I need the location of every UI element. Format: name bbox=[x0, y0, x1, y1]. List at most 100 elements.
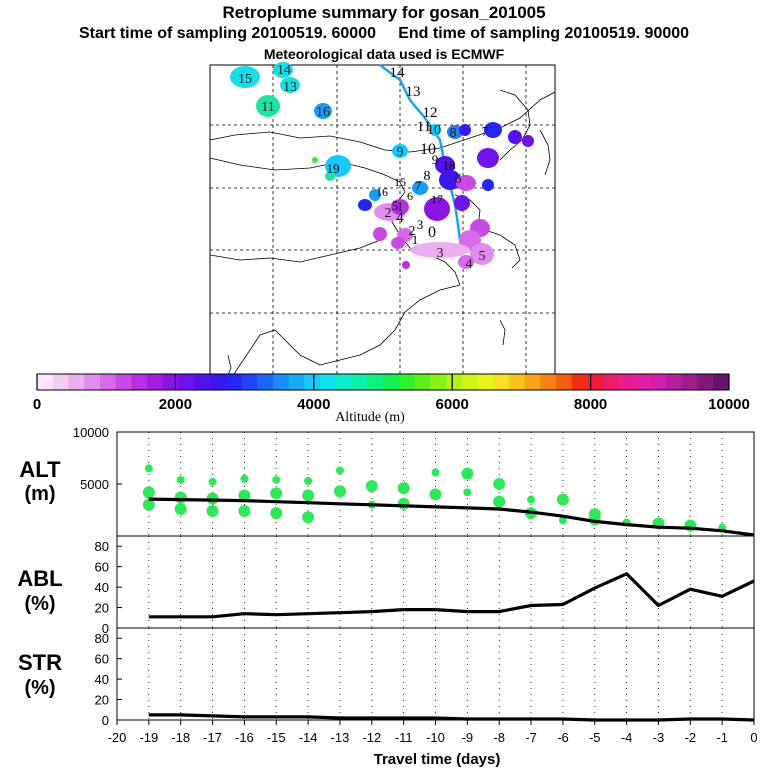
colorbar-cell bbox=[272, 374, 290, 390]
cluster-altitude-point bbox=[238, 489, 251, 502]
plume-cluster bbox=[429, 124, 441, 136]
plume-cluster bbox=[412, 181, 428, 195]
colorbar-cell bbox=[367, 374, 384, 390]
trajectory-day-label: 17 bbox=[431, 192, 443, 206]
cluster-number-label: 10 bbox=[427, 123, 441, 138]
cluster-altitude-point bbox=[493, 478, 506, 490]
trajectory-day-label: 7 bbox=[415, 178, 422, 193]
colorbar-cell bbox=[147, 374, 164, 390]
cluster-altitude-point bbox=[270, 487, 283, 500]
colorbar-cell bbox=[241, 374, 258, 390]
cluster-altitude-point bbox=[588, 508, 601, 521]
trajectory-day-label: 13 bbox=[406, 84, 421, 100]
x-tick-label: -6 bbox=[557, 730, 569, 745]
x-tick-label: -14 bbox=[299, 730, 318, 745]
trajectory-day-label: 4 bbox=[396, 210, 404, 226]
colorbar-cell bbox=[398, 374, 415, 390]
plume-cluster bbox=[458, 255, 474, 269]
cluster-altitude-point bbox=[142, 486, 155, 499]
y-tick-label: 10000 bbox=[73, 425, 109, 440]
plume-cluster bbox=[522, 135, 534, 147]
colorbar-ticks: 0 2000 4000 6000 8000 10000 bbox=[33, 374, 750, 413]
colorbar-cell bbox=[508, 374, 526, 390]
plume-cluster bbox=[314, 103, 332, 119]
plume-cluster bbox=[325, 171, 335, 181]
x-tick-label: -5 bbox=[589, 730, 601, 745]
cluster-altitude-point bbox=[556, 493, 569, 506]
plume-cluster bbox=[439, 170, 461, 190]
cluster-altitude-point bbox=[176, 475, 185, 484]
cluster-number-label: 6 bbox=[455, 172, 462, 187]
trajectory-day-label: 19 bbox=[327, 161, 340, 176]
x-tick-label: -19 bbox=[139, 730, 158, 745]
plume-cluster bbox=[410, 242, 470, 258]
x-tick-label: -17 bbox=[203, 730, 222, 745]
plume-cluster bbox=[447, 125, 463, 139]
colorbar-cell bbox=[414, 374, 431, 390]
cluster-altitude-point bbox=[304, 476, 313, 485]
cluster-altitude-point bbox=[431, 468, 440, 477]
colorbar-tick-label: 10000 bbox=[708, 396, 750, 413]
colorbar-cell bbox=[37, 374, 54, 390]
trajectory-day-label: 2 bbox=[409, 224, 416, 239]
plume-cluster bbox=[424, 197, 450, 221]
colorbar-cell bbox=[162, 374, 180, 390]
cluster-altitude-point bbox=[272, 475, 281, 484]
plume-cluster bbox=[470, 243, 494, 265]
colorbar-cell bbox=[383, 374, 400, 390]
cluster-number-label: 11 bbox=[261, 100, 274, 115]
cluster-altitude-point bbox=[144, 464, 153, 473]
colorbar-tick-label: 4000 bbox=[297, 396, 330, 413]
trajectory-day-label: 5 bbox=[392, 198, 399, 213]
y-tick-label: 60 bbox=[95, 652, 109, 667]
y-tick-label: 0 bbox=[102, 621, 109, 636]
y-tick-label: 40 bbox=[95, 580, 109, 595]
y-tick-label: 5000 bbox=[80, 477, 109, 492]
colorbar-cell bbox=[304, 374, 321, 390]
cluster-number-label: 9 bbox=[397, 145, 404, 160]
map-grid bbox=[210, 65, 555, 377]
cluster-number-label: 5 bbox=[479, 249, 486, 264]
x-tick-label: -12 bbox=[362, 730, 381, 745]
cluster-altitude-point bbox=[397, 497, 410, 510]
x-tick-label: -15 bbox=[267, 730, 286, 745]
cluster-altitude-point bbox=[335, 466, 344, 475]
colorbar-tick-label: 2000 bbox=[159, 396, 192, 413]
cluster-altitude-point bbox=[142, 498, 155, 511]
colorbar-cell bbox=[524, 374, 541, 390]
alt-series-line bbox=[148, 497, 755, 537]
cluster-altitude-point bbox=[238, 505, 251, 518]
cluster-altitude-point bbox=[174, 491, 187, 504]
colorbar-cell bbox=[335, 374, 353, 390]
colorbar-cell bbox=[68, 374, 85, 390]
y-tick-label: 40 bbox=[95, 672, 109, 687]
trajectory-day-label: 15 bbox=[394, 175, 406, 189]
plume-cluster bbox=[392, 144, 408, 158]
cluster-number-label: 13 bbox=[283, 80, 297, 95]
colorbar-cell bbox=[210, 374, 227, 390]
colorbar-cell bbox=[430, 374, 447, 390]
plume-cluster bbox=[402, 261, 410, 269]
colorbar-cell bbox=[461, 374, 478, 390]
cluster-altitude-point bbox=[206, 505, 219, 518]
cluster-altitude-point bbox=[208, 477, 217, 486]
cluster-number-label: 2 bbox=[385, 206, 392, 221]
trajectory-day-label: 8 bbox=[424, 169, 431, 184]
x-tick-label: -2 bbox=[685, 730, 697, 745]
colorbar-cell bbox=[115, 374, 132, 390]
colorbar-cell bbox=[681, 374, 699, 390]
cluster-number-label: 14 bbox=[277, 63, 291, 78]
str-panel-title: STR bbox=[18, 650, 62, 675]
colorbar-cell bbox=[650, 374, 667, 390]
colorbar-cell bbox=[84, 374, 101, 390]
colorbar-cell bbox=[666, 374, 683, 390]
cluster-altitude-point bbox=[302, 511, 315, 524]
plume-cluster bbox=[477, 148, 499, 168]
cluster-number-label: 8 bbox=[450, 126, 457, 141]
cluster-altitude-point bbox=[493, 495, 506, 508]
colorbar-axis-label: Altitude (m) bbox=[335, 410, 405, 425]
trajectory-day-label: 16 bbox=[376, 185, 388, 199]
colorbar-tick-label: 0 bbox=[33, 396, 41, 413]
colorbar-cells bbox=[37, 374, 730, 390]
